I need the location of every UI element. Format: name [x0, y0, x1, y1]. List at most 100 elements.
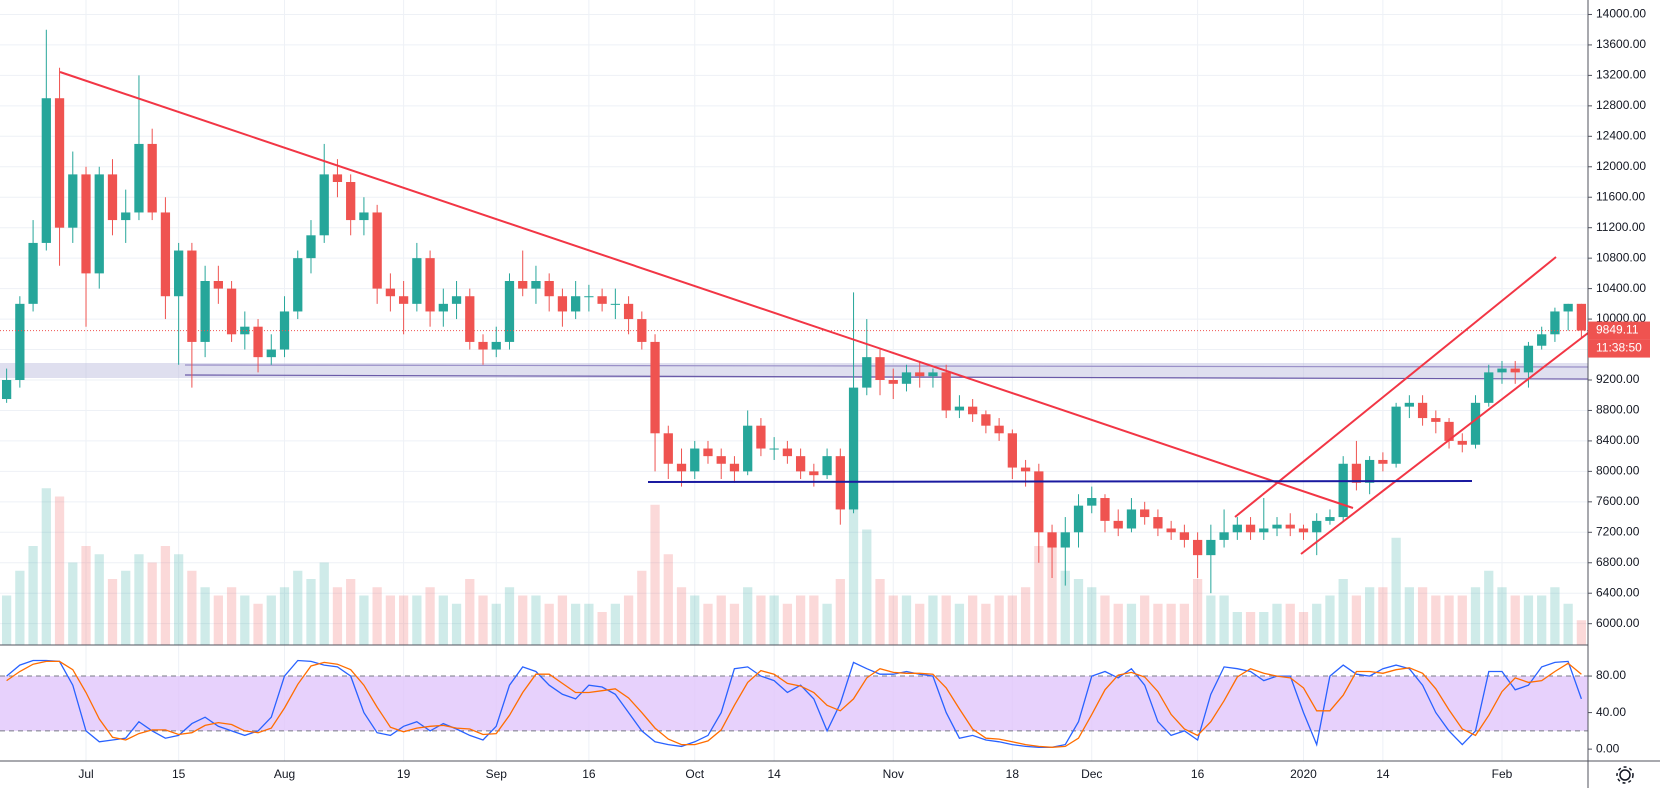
- x-tick-label: 14: [767, 767, 781, 781]
- candle-body: [544, 280, 554, 297]
- candle-body: [928, 372, 938, 377]
- volume-bar: [716, 595, 726, 645]
- channel-top: [1234, 256, 1557, 518]
- volume-bar: [54, 496, 65, 645]
- volume-bar: [1365, 587, 1375, 645]
- candle-body: [1272, 524, 1282, 529]
- volume-bar: [1219, 595, 1229, 645]
- volume-bar: [1179, 603, 1190, 645]
- candle-body: [425, 258, 435, 312]
- volume-bar: [94, 554, 104, 645]
- volume-bar: [968, 595, 978, 645]
- candle-body: [332, 174, 343, 183]
- volume-bar: [1431, 595, 1441, 645]
- candle-body: [623, 303, 634, 320]
- candle-body: [41, 98, 51, 243]
- gear[interactable]: [1619, 769, 1631, 781]
- candle-body: [15, 303, 25, 380]
- volume-bar: [1378, 587, 1388, 645]
- volume-bar: [597, 612, 607, 645]
- y-tick-label: 6800.00: [1596, 555, 1640, 569]
- candle-body: [293, 258, 303, 312]
- volume-bar: [1550, 587, 1560, 645]
- last-price-label: 9849.11: [1596, 323, 1639, 337]
- y-tick-label: 8000.00: [1596, 464, 1640, 478]
- volume-bar: [769, 595, 779, 645]
- candle-body: [782, 448, 793, 457]
- x-tick-label: Feb: [1492, 767, 1513, 781]
- volume-bar: [15, 570, 25, 645]
- gear-teeth[interactable]: [1616, 766, 1634, 784]
- y-tick-label: 8800.00: [1596, 403, 1640, 417]
- candle-body: [1245, 524, 1256, 533]
- volume-bar: [1232, 612, 1242, 645]
- volume-bar: [862, 529, 872, 645]
- candle-body: [822, 456, 832, 476]
- candle-body: [478, 341, 488, 350]
- x-tick-label: Dec: [1081, 767, 1102, 781]
- candle-body: [266, 349, 276, 358]
- candle-body: [1444, 421, 1454, 441]
- candle-body: [1219, 532, 1229, 540]
- volume-bar: [1351, 595, 1362, 645]
- candle-body: [716, 456, 726, 464]
- volume-bar: [1166, 603, 1176, 645]
- volume-bar: [703, 603, 713, 645]
- volume-bar: [1484, 570, 1494, 645]
- candle-body: [795, 456, 806, 472]
- candle-body: [160, 212, 171, 297]
- candle-body: [359, 212, 369, 221]
- volume-bar: [1457, 595, 1467, 645]
- volume-bar: [1073, 579, 1084, 645]
- volume-bar: [1338, 579, 1348, 645]
- candle-body: [1232, 524, 1242, 533]
- volume-bar: [1113, 603, 1123, 645]
- volume-bar: [253, 603, 263, 645]
- volume-bar: [690, 595, 700, 645]
- volume-bar: [451, 603, 462, 645]
- volume-bar: [1047, 546, 1057, 645]
- stochastic: [0, 659, 1588, 748]
- volume-bar: [425, 587, 435, 645]
- volume-bar: [743, 587, 753, 645]
- y-tick-label: 9200.00: [1596, 372, 1640, 386]
- candle-body: [1431, 418, 1441, 422]
- labels: 6000.00 6400.00 6800.00 7200.00 7600.00 8000.…: [78, 7, 1650, 781]
- volume-bar: [795, 595, 806, 645]
- candle-body: [279, 311, 290, 350]
- candle-body: [1510, 368, 1520, 373]
- volume-bar: [438, 595, 448, 645]
- candle-body: [1047, 532, 1057, 548]
- volume-bar: [1298, 612, 1309, 645]
- volume-bar: [1259, 612, 1269, 645]
- candle-body: [187, 250, 197, 342]
- volume-bar: [213, 595, 223, 645]
- settings-icon[interactable]: [1616, 766, 1634, 784]
- volume-bar: [544, 603, 554, 645]
- stoch-line: [6, 659, 1583, 748]
- candle-body: [1100, 498, 1110, 521]
- candle-body: [1, 379, 12, 400]
- y-tick-label: 13600.00: [1596, 37, 1646, 51]
- volume-bar: [1537, 595, 1547, 645]
- volume-bar: [981, 603, 991, 645]
- candle-body: [121, 212, 131, 221]
- x-tick-label: 19: [397, 767, 411, 781]
- y-tick-label: 10800.00: [1596, 250, 1646, 264]
- candle-body: [1484, 372, 1494, 403]
- candle-body: [1338, 463, 1348, 518]
- volume-bar: [319, 562, 329, 645]
- candle-body: [1365, 459, 1375, 483]
- candle-body: [491, 341, 501, 350]
- volume-bar: [504, 587, 515, 645]
- x-tick-label: 18: [1006, 767, 1020, 781]
- candle-body: [1550, 311, 1560, 335]
- volume-bar: [848, 480, 859, 645]
- candle-body: [941, 372, 951, 411]
- candle-body: [584, 296, 594, 298]
- candle-body: [1259, 528, 1269, 533]
- x-tick-label: 16: [582, 767, 596, 781]
- volume-bar: [901, 595, 912, 645]
- volume-bar: [610, 603, 620, 645]
